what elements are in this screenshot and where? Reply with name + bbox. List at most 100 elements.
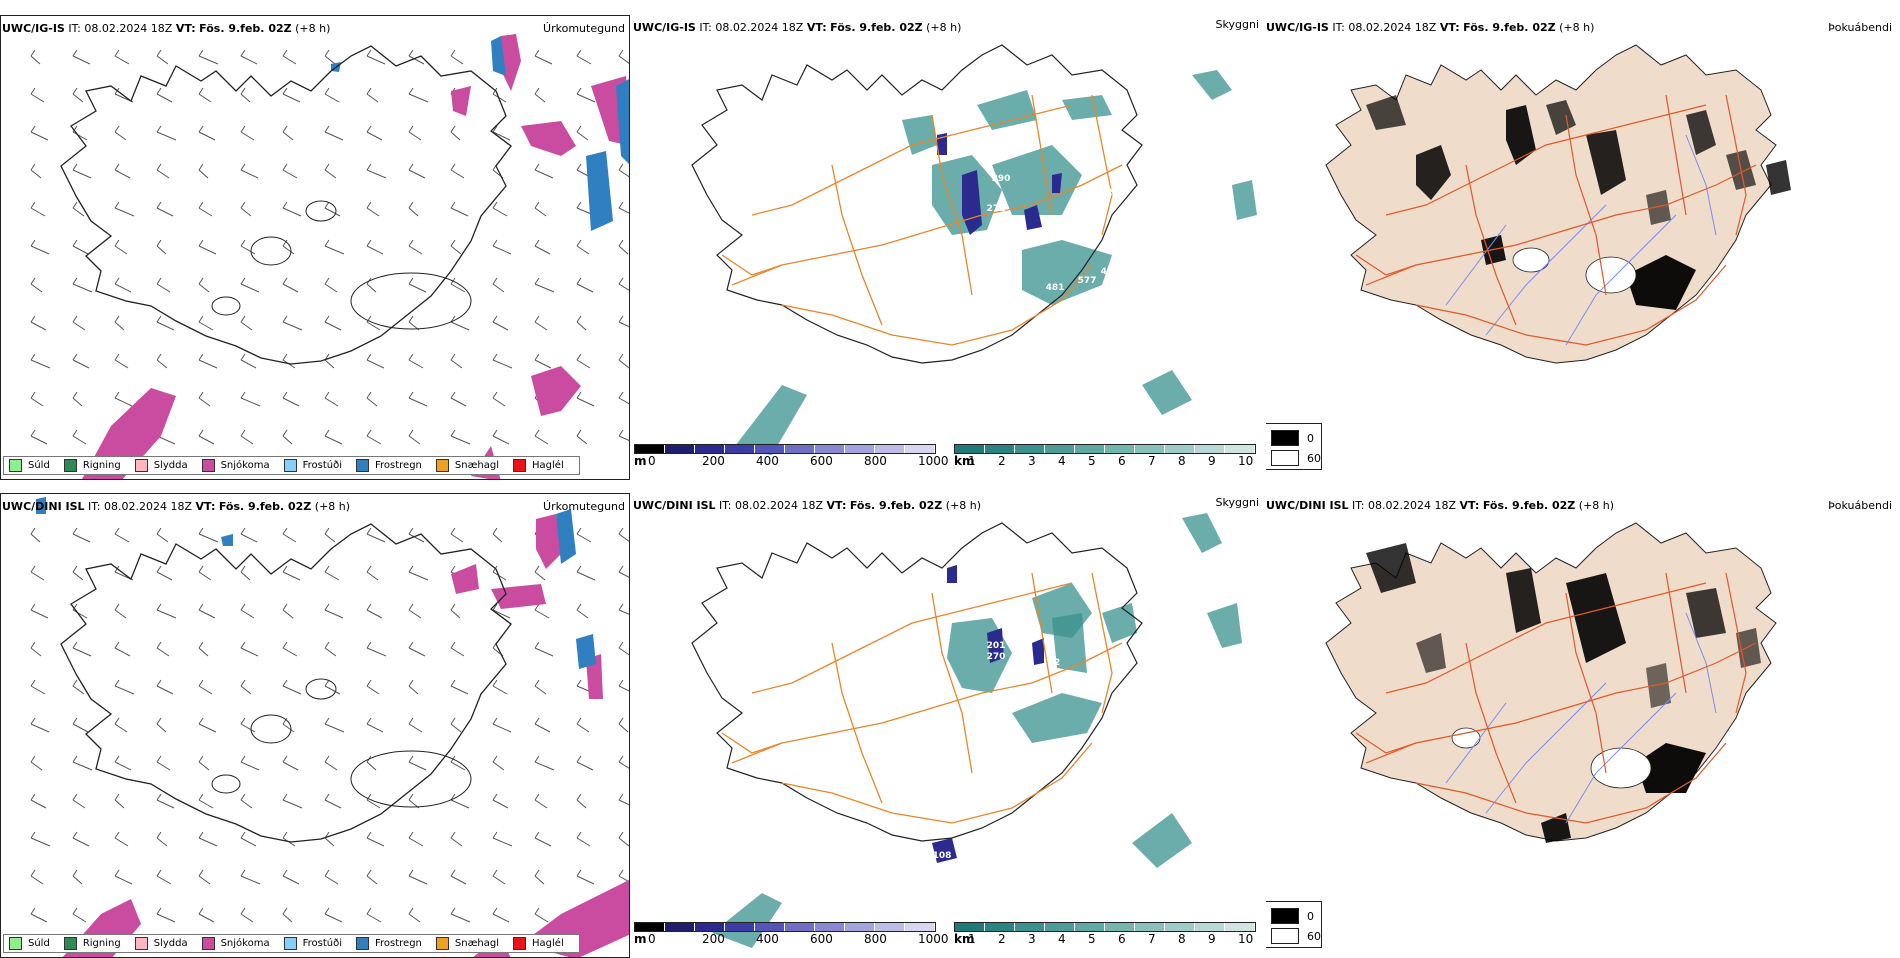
legend-swatch	[63, 459, 77, 472]
wind-barb	[114, 163, 131, 179]
legend-item: Slydda	[134, 937, 188, 950]
wind-barb	[198, 717, 217, 733]
wind-barb	[156, 201, 174, 217]
cloudbase-map-row2: 201 270 72 391 179 108	[691, 513, 1242, 948]
colorbar-segment	[1075, 923, 1105, 931]
wind-barb	[240, 49, 258, 65]
wind-barb	[198, 603, 216, 619]
it-value: 08.02.2024 18Z	[715, 21, 804, 34]
wind-barb	[72, 793, 86, 809]
colorbar-segment	[815, 923, 845, 931]
colorbar-unit: km	[954, 454, 975, 468]
river-line	[1685, 612, 1717, 714]
wind-barb	[198, 353, 218, 369]
road-line	[1415, 264, 1727, 346]
wind-barb	[156, 163, 170, 179]
wind-barb	[114, 391, 133, 407]
legend-item: Slydda	[134, 459, 188, 472]
wind-barb	[72, 239, 89, 255]
precip-type-legend: Súld Rigning Slydda Snjókoma Frostúði Frostre…	[3, 456, 580, 475]
river-line	[1445, 224, 1507, 306]
wind-barb	[114, 641, 131, 657]
vt-value: Fös. 9.feb. 02Z	[849, 499, 943, 512]
wind-barb	[450, 603, 461, 619]
cloudbase-colorbar	[634, 444, 936, 454]
wind-barb	[618, 831, 629, 847]
river-line	[1565, 692, 1677, 824]
wind-barb	[366, 907, 382, 923]
legend-item: Frostregn	[356, 459, 422, 472]
legend-swatch	[513, 937, 527, 950]
road-line	[931, 592, 973, 774]
wind-barb	[72, 527, 91, 543]
panel-title: Þokuábendi	[1828, 499, 1892, 512]
colorbar-tick-label: 2	[998, 932, 1006, 946]
wind-barb	[72, 755, 93, 771]
colorbar-segment	[725, 445, 755, 453]
legend-swatch	[134, 937, 148, 950]
visibility-areas	[732, 70, 1257, 455]
cloud-labels: 390 271 318 289 481 577 489 504 523	[943, 174, 1139, 293]
legend-item: Frostúði	[283, 459, 342, 472]
precip-type-legend: Súld Rigning Slydda Snjókoma Frostúði Frostre…	[3, 934, 580, 953]
wind-barb	[324, 429, 343, 445]
cloud-labels: 201 270 72 391 179 108	[933, 618, 1161, 861]
wind-barb	[450, 277, 466, 293]
road-line	[1031, 94, 1053, 216]
wind-barb	[156, 793, 175, 809]
wind-barb	[324, 527, 336, 543]
vt-label: VT:	[175, 22, 196, 35]
wind-barb	[114, 277, 132, 293]
wind-barb	[408, 49, 425, 65]
legend-label: Frostregn	[375, 460, 422, 471]
wind-barb	[156, 125, 177, 141]
colorbar-segment	[1165, 445, 1195, 453]
legend-swatch	[63, 937, 77, 950]
wind-barb	[492, 679, 508, 695]
wind-barb	[282, 87, 301, 103]
wind-barb	[408, 201, 419, 217]
wind-barb	[366, 603, 383, 619]
wind-barb	[240, 603, 255, 619]
model-name: UWC/DINI ISL	[1266, 499, 1349, 512]
colorbars: m 0 200 400 600 800 1000 km 1 2 3 4 5 6 7 8 9 10	[632, 444, 1262, 478]
wind-barb	[408, 717, 423, 733]
wind-barb	[156, 315, 175, 331]
colorbar-unit: m	[634, 932, 647, 946]
glaciers	[211, 200, 472, 330]
wind-barb	[450, 125, 461, 141]
wind-barb	[72, 429, 87, 445]
snow-areas	[82, 34, 629, 479]
wind-barb	[366, 163, 387, 179]
road-line	[1415, 742, 1727, 824]
wind-barb	[408, 603, 422, 619]
wind-barb	[240, 907, 254, 923]
wind-barb	[576, 353, 591, 369]
wind-barb	[366, 641, 387, 657]
wind-barb	[156, 277, 171, 293]
wind-barb	[198, 277, 210, 293]
legend-swatch	[435, 937, 449, 950]
cloud-label: 391	[943, 709, 962, 719]
wind-barb	[72, 603, 88, 619]
legend-label: Frostúði	[302, 938, 342, 949]
wind-barb	[618, 201, 629, 214]
cloud-label: 201	[987, 641, 1006, 651]
colorbar-tick-label: 5	[1088, 932, 1096, 946]
wind-barb	[282, 641, 298, 657]
colorbar-segment	[695, 445, 725, 453]
it-label: IT:	[68, 22, 81, 35]
wind-barb	[450, 429, 471, 445]
colorbar-segment	[1015, 923, 1045, 931]
lead-time: (+8 h)	[945, 499, 982, 512]
wind-barb	[534, 907, 549, 923]
colorbar-segment	[785, 445, 815, 453]
vt-value: Fös. 9.feb. 02Z	[199, 22, 292, 35]
wind-barb	[72, 201, 85, 217]
panel-title: Skyggni	[1215, 18, 1259, 31]
colorbar-tick-label: 800	[864, 454, 887, 468]
cloudbase-colorbar	[634, 922, 936, 932]
wind-barb	[618, 869, 629, 883]
wind-barb	[324, 717, 345, 733]
wind-barb	[366, 869, 378, 885]
